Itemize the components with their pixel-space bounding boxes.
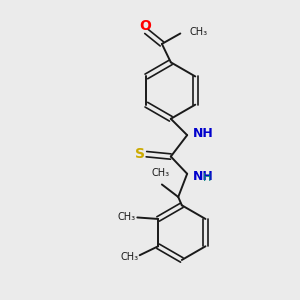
Text: O: O bbox=[139, 19, 151, 33]
Text: H: H bbox=[202, 173, 211, 183]
Text: CH₃: CH₃ bbox=[190, 27, 208, 37]
Text: NH: NH bbox=[193, 127, 213, 140]
Text: CH₃: CH₃ bbox=[151, 168, 169, 178]
Text: S: S bbox=[135, 147, 145, 161]
Text: NH: NH bbox=[193, 170, 213, 183]
Text: CH₃: CH₃ bbox=[120, 252, 138, 262]
Text: CH₃: CH₃ bbox=[118, 212, 136, 223]
